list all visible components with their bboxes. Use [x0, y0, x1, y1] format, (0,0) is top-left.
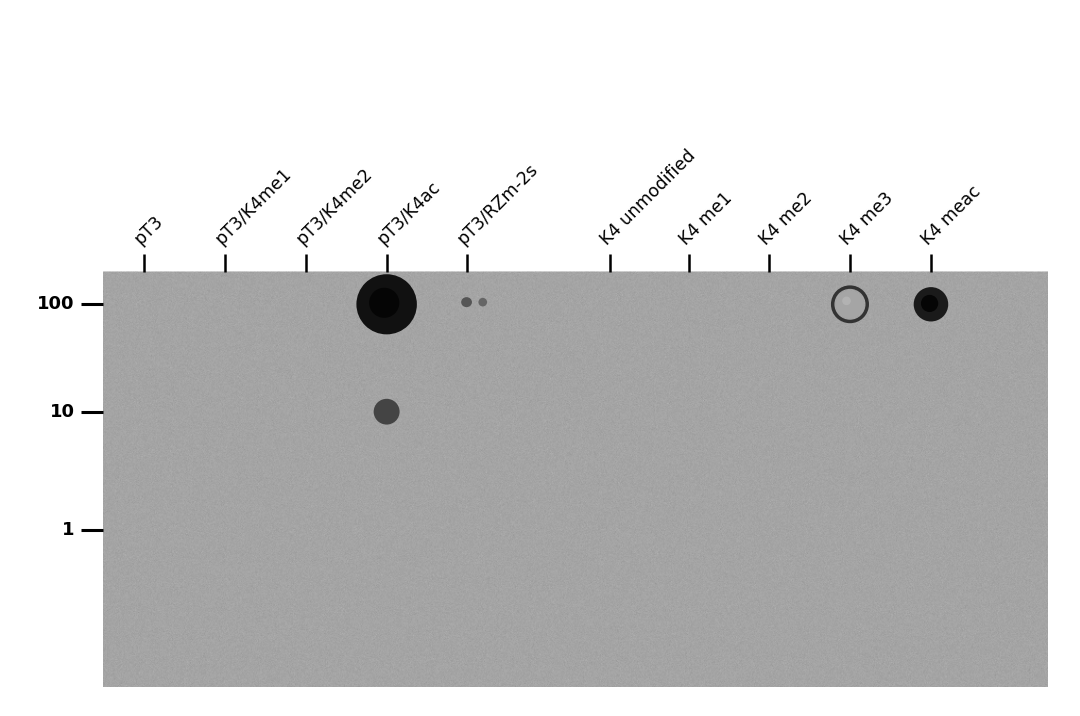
Ellipse shape [836, 291, 864, 318]
Text: pT3/RZm-2s: pT3/RZm-2s [454, 160, 542, 248]
Text: 10: 10 [50, 402, 75, 421]
Text: K4 meac: K4 meac [918, 182, 985, 248]
Text: K4 unmodified: K4 unmodified [597, 146, 700, 248]
Ellipse shape [356, 274, 417, 334]
Ellipse shape [461, 297, 472, 307]
Text: 100: 100 [37, 295, 75, 314]
Text: pT3/K4me1: pT3/K4me1 [212, 165, 295, 248]
Text: pT3/K4me2: pT3/K4me2 [293, 165, 376, 248]
Ellipse shape [374, 399, 400, 425]
Text: K4 me1: K4 me1 [676, 188, 737, 248]
Ellipse shape [921, 295, 939, 312]
Ellipse shape [478, 298, 487, 306]
Text: pT3: pT3 [131, 213, 167, 248]
Text: 1: 1 [62, 521, 75, 539]
Ellipse shape [369, 288, 400, 318]
Text: pT3/K4ac: pT3/K4ac [374, 178, 444, 248]
Ellipse shape [842, 296, 851, 305]
Bar [103, 272, 1048, 687]
Text: K4 me2: K4 me2 [756, 188, 816, 248]
Text: K4 me3: K4 me3 [837, 188, 897, 248]
Ellipse shape [914, 287, 948, 321]
